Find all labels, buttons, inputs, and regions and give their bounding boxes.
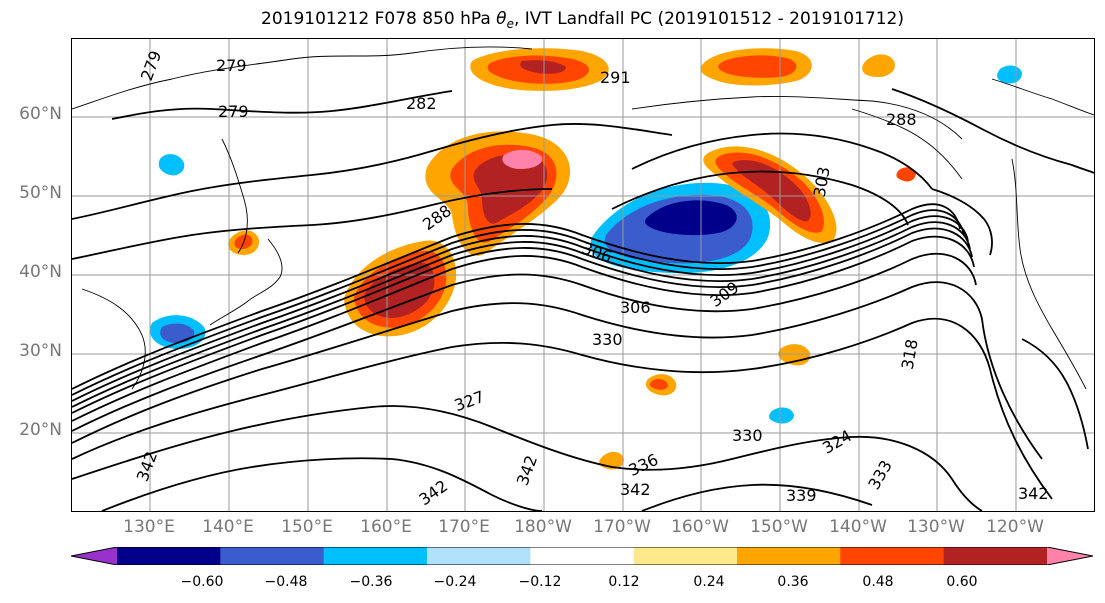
lon-label-180w: 180°W (514, 517, 572, 537)
lat-label-60n: 60°N (19, 104, 62, 124)
contours (72, 88, 1094, 511)
lon-label-150w: 150°W (750, 517, 808, 537)
contour-label: 279 (137, 48, 165, 83)
colorbar-tick: 0.36 (777, 574, 809, 590)
colorbar-segment (117, 547, 221, 565)
map-panel: 279 279 282 291 279 288 288 303 309 306 … (71, 38, 1095, 512)
colorbar-tick: −0.36 (349, 574, 393, 590)
colorbar-segment (427, 547, 531, 565)
colorbar-segment (633, 547, 738, 565)
lon-label-150e: 150°E (281, 517, 333, 537)
colorbar-segment (530, 547, 635, 565)
colorbar-extend-low (71, 547, 117, 565)
lon-label-140w: 140°W (829, 517, 887, 537)
lon-label-140e: 140°E (202, 517, 254, 537)
lon-label-170w: 170°W (593, 517, 651, 537)
lon-label-130w: 130°W (907, 517, 965, 537)
contour-label: 330 (592, 330, 623, 349)
lon-label-160w: 160°W (671, 517, 729, 537)
lat-label-50n: 50°N (19, 183, 62, 203)
colorbar-segment (323, 547, 428, 565)
shaded-field (150, 48, 1022, 470)
contour-label: 309 (707, 278, 743, 311)
contour-label: 333 (864, 457, 896, 493)
contour-label: 291 (600, 68, 631, 87)
colorbar-segment (943, 547, 1048, 565)
colorbar-tick: −0.24 (433, 574, 477, 590)
colorbar-segment (220, 547, 325, 565)
lon-label-130e: 130°E (123, 517, 175, 537)
colorbar (70, 546, 1094, 566)
coastlines (72, 46, 1094, 390)
colorbar-tick: 0.60 (946, 574, 978, 590)
contour-label: 279 (216, 56, 247, 75)
contour-label: 342 (1018, 484, 1049, 503)
lat-label-40n: 40°N (19, 262, 62, 282)
contour-label: 336 (626, 450, 662, 480)
contour-label: 279 (218, 102, 249, 121)
contour-label: 342 (415, 476, 451, 509)
contour-label: 318 (898, 338, 922, 371)
contour-label: 330 (732, 426, 763, 445)
contour-label: 288 (886, 110, 917, 129)
colorbar-segment (737, 547, 841, 565)
contour-label: 324 (819, 426, 855, 458)
lat-label-20n: 20°N (19, 420, 62, 440)
colorbar-segment (840, 547, 945, 565)
contour-label: 327 (452, 387, 487, 415)
colorbar-tick: 0.24 (693, 574, 725, 590)
lon-label-160e: 160°E (360, 517, 412, 537)
graticule (72, 39, 1094, 511)
lon-label-120w: 120°W (986, 517, 1044, 537)
colorbar-extend-high (1047, 547, 1093, 565)
colorbar-tick: −0.48 (264, 574, 308, 590)
contour-label: 306 (620, 298, 651, 317)
lat-label-30n: 30°N (19, 341, 62, 361)
map-canvas: 279 279 282 291 279 288 288 303 309 306 … (72, 39, 1094, 511)
colorbar-tick: −0.12 (518, 574, 562, 590)
map-title: 2019101212 F078 850 hPa θe, IVT Landfall… (261, 9, 904, 31)
colorbar-tick: 0.12 (608, 574, 640, 590)
contour-label: 342 (133, 449, 161, 484)
lon-label-170e: 170°E (438, 517, 490, 537)
contour-label: 342 (620, 480, 651, 499)
contour-label: 303 (810, 165, 834, 198)
colorbar-tick: −0.60 (180, 574, 224, 590)
colorbar-graphic (70, 546, 1094, 566)
contour-label: 282 (406, 94, 437, 113)
contour-label: 342 (513, 453, 541, 488)
colorbar-tick: 0.48 (862, 574, 894, 590)
contour-label: 339 (786, 486, 817, 505)
